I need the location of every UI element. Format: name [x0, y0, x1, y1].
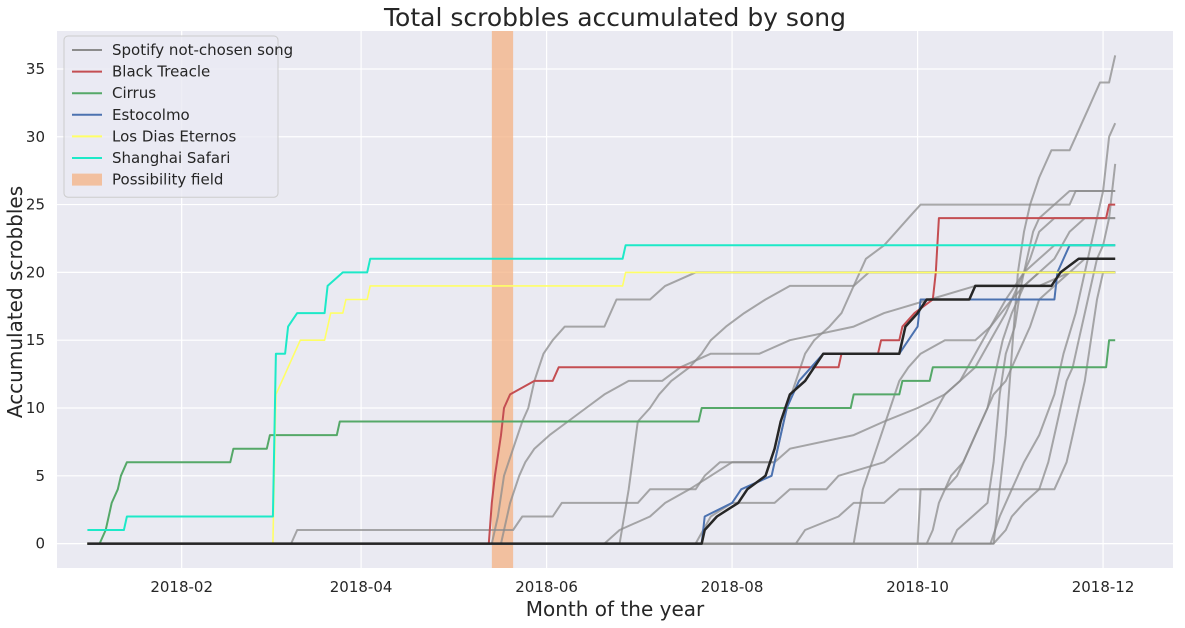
y-tick-label: 5 [35, 467, 45, 485]
x-tick-label: 2018-08 [701, 578, 764, 596]
series-line-dark-song [87, 257, 1116, 545]
series-line-not-chosen-song [87, 271, 1116, 545]
series-line-los-dias-eternos [87, 271, 1116, 545]
legend-label: Estocolmo [112, 106, 190, 124]
legend-label: Los Dias Eternos [112, 127, 237, 145]
series-line-not-chosen-song [87, 271, 1116, 545]
series-line-not-chosen-song [87, 55, 1117, 545]
grid [57, 31, 1173, 568]
legend: Spotify not-chosen song Black Treacle Cirr… [63, 35, 293, 198]
series-line-not-chosen-song [87, 122, 1117, 545]
x-tick-label: 2018-04 [330, 578, 393, 596]
series-layer [87, 55, 1117, 545]
series-line-not-chosen-song [87, 271, 1116, 545]
legend-label: Black Treacle [112, 63, 210, 81]
series-line-not-chosen-song [87, 217, 1116, 545]
x-tick-label: 2018-06 [515, 578, 578, 596]
legend-box [63, 35, 279, 198]
possibility-field [491, 31, 514, 568]
y-tick-label: 35 [26, 60, 45, 78]
y-tick-label: 0 [35, 535, 45, 553]
series-line-estocolmo [87, 244, 1116, 545]
legend-label: Spotify not-chosen song [112, 41, 293, 59]
series-line-shanghai-safari [87, 244, 1116, 531]
y-tick-label: 10 [26, 399, 45, 417]
possibility-field-layer [491, 31, 514, 568]
y-ticks: 0 5 10 15 20 25 30 35 [26, 60, 45, 553]
legend-swatch [72, 173, 102, 186]
y-tick-label: 15 [26, 331, 45, 349]
series-line-cirrus [87, 339, 1116, 545]
x-tick-label: 2018-12 [1072, 578, 1135, 596]
series-line-not-chosen-song [87, 190, 1116, 545]
legend-label: Cirrus [112, 84, 156, 102]
legend-label: Possibility field [112, 171, 223, 189]
x-tick-label: 2018-10 [886, 578, 949, 596]
y-tick-label: 20 [26, 263, 45, 281]
y-tick-label: 30 [26, 128, 45, 146]
x-tick-label: 2018-02 [150, 578, 213, 596]
y-tick-label: 25 [26, 196, 45, 214]
series-line-not-chosen-song [87, 217, 1116, 545]
series-line-not-chosen-song [87, 271, 1116, 545]
legend-label: Shanghai Safari [112, 149, 230, 167]
y-axis-title: Accumulated scrobbles [3, 186, 27, 418]
series-line-not-chosen-song [87, 163, 1117, 545]
series-line-not-chosen-song [87, 271, 1116, 545]
x-ticks: 2018-02 2018-04 2018-06 2018-08 2018-10 2018-… [150, 578, 1134, 596]
chart-title: Total scrobbles accumulated by song [383, 3, 846, 32]
x-axis-title: Month of the year [526, 597, 705, 621]
